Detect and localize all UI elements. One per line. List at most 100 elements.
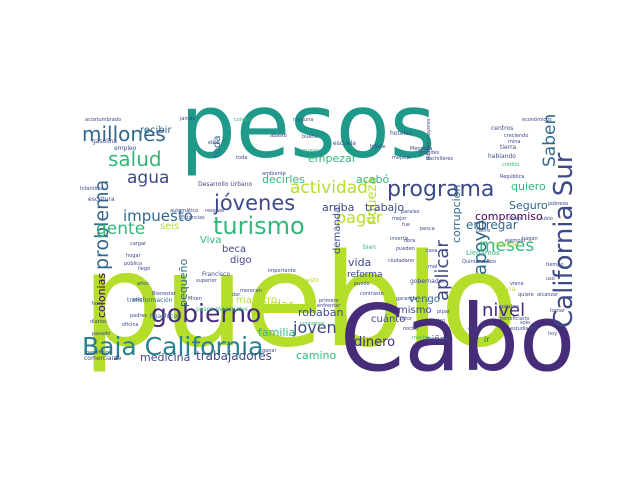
word-139: hagan: [522, 236, 538, 242]
word-120: nuevo: [303, 148, 318, 154]
word-106: Mendoza: [410, 146, 432, 152]
word-124: tutor: [400, 316, 413, 322]
word-82: ninguna: [293, 117, 313, 123]
word-99: años: [137, 281, 149, 287]
word-113: garantía: [396, 295, 417, 302]
word-26: medicina: [140, 351, 190, 364]
word-19: nivel: [482, 300, 525, 321]
word-69: tierra: [500, 144, 517, 151]
word-122: ambiente: [262, 171, 286, 177]
word-54: niños: [426, 335, 450, 345]
word-100: Infantiles: [80, 186, 103, 192]
word-153: uso: [546, 276, 555, 282]
word-49: seis: [160, 221, 179, 232]
word-20: meses: [479, 236, 534, 256]
word-140: solo: [520, 320, 530, 326]
word-154: fue: [402, 222, 410, 228]
word-89: importante: [268, 268, 296, 274]
word-101: automático: [170, 207, 198, 214]
word-35: riqueza: [365, 177, 380, 225]
word-119: paraíso: [401, 208, 419, 215]
word-78: Quintana Roo: [462, 259, 496, 265]
word-91: superior: [196, 278, 218, 284]
word-70: hablando: [488, 153, 516, 160]
word-27: camino: [296, 349, 337, 362]
word-87: nacional: [494, 241, 520, 248]
word-58: pesos mensuales: [196, 306, 248, 313]
word-145: pesca: [420, 226, 435, 232]
word-65: gasolina: [92, 138, 117, 145]
word-37: trabajo: [365, 201, 404, 214]
word-1: pesos: [180, 75, 436, 178]
word-107: grandes: [419, 150, 440, 156]
word-46: beca: [222, 244, 246, 255]
word-9: salud: [108, 147, 162, 171]
word-157: tiempo: [546, 262, 564, 268]
word-11: agua: [127, 168, 169, 188]
word-32: robaban: [298, 306, 343, 319]
word-96: padres: [130, 313, 147, 319]
word-137: obra: [404, 238, 415, 244]
word-74: estudiando: [510, 326, 538, 332]
word-42: empezar: [308, 152, 357, 165]
word-4: California Sur: [549, 152, 579, 328]
word-24: dinero: [354, 335, 395, 350]
word-10: jóvenes: [213, 191, 295, 215]
word-93: oficina: [122, 322, 139, 328]
word-146: pueden: [396, 246, 415, 252]
word-88: presupuesto: [282, 277, 320, 284]
word-21: Saben: [540, 114, 560, 167]
word-103: Estancias: [181, 215, 205, 221]
word-43: decirles: [262, 173, 305, 186]
word-110: cierre: [476, 228, 490, 234]
word-12: actividad: [290, 178, 368, 198]
word-8: millones: [82, 122, 166, 146]
word-150: toda: [236, 155, 247, 161]
word-38: corrupción: [450, 185, 463, 243]
word-28: colonias: [95, 273, 108, 318]
word-131: ir: [484, 335, 490, 344]
word-147: casa: [426, 248, 437, 254]
word-18: aplicar: [432, 240, 453, 301]
word-76: contraste: [360, 291, 384, 297]
word-60: gobernador: [410, 278, 445, 285]
word-160: hoy: [548, 331, 557, 337]
word-31: cuidar: [256, 298, 294, 312]
word-40: Seguro: [509, 199, 548, 212]
word-62: huachicol: [150, 313, 179, 320]
word-156: ejemplo: [505, 238, 525, 244]
word-118: mina: [508, 139, 521, 145]
word-57: Desarrollo Urbano: [198, 181, 253, 188]
word-109: República: [500, 173, 524, 180]
word-108: creciendo: [504, 133, 528, 139]
word-47: digo: [230, 255, 252, 266]
word-112: ciudadano: [388, 258, 414, 264]
word-39: compromiso: [475, 210, 543, 223]
word-126: piso: [435, 318, 445, 324]
word-71: escritura: [88, 196, 115, 203]
word-105: mejorar: [392, 155, 413, 161]
word-111: invertir: [390, 236, 409, 242]
word-151: mal: [428, 264, 437, 270]
word-155: Miren: [188, 296, 202, 302]
word-75: alcanzar: [537, 292, 559, 298]
word-85: económicos: [522, 116, 552, 123]
word-51: mismo: [398, 305, 432, 316]
word-94: hora: [92, 301, 103, 307]
word-34: reforma: [347, 270, 383, 280]
word-95: diarios: [90, 319, 107, 325]
word-83: colegio: [234, 117, 252, 123]
word-13: problema: [91, 180, 113, 270]
word-48: Viva: [200, 235, 221, 246]
word-149: dijo: [468, 326, 477, 332]
word-98: llegó: [138, 265, 150, 272]
word-138: viene: [510, 281, 524, 287]
word-45: recibir: [140, 125, 172, 136]
word-129: dar: [232, 292, 241, 298]
word-130: bien: [363, 244, 376, 251]
word-92: cargar: [130, 241, 147, 247]
word-7: gobierno: [151, 299, 261, 328]
word-64: escuela: [333, 140, 356, 147]
word-30: familia: [258, 326, 295, 339]
word-133: mucho: [412, 335, 429, 341]
